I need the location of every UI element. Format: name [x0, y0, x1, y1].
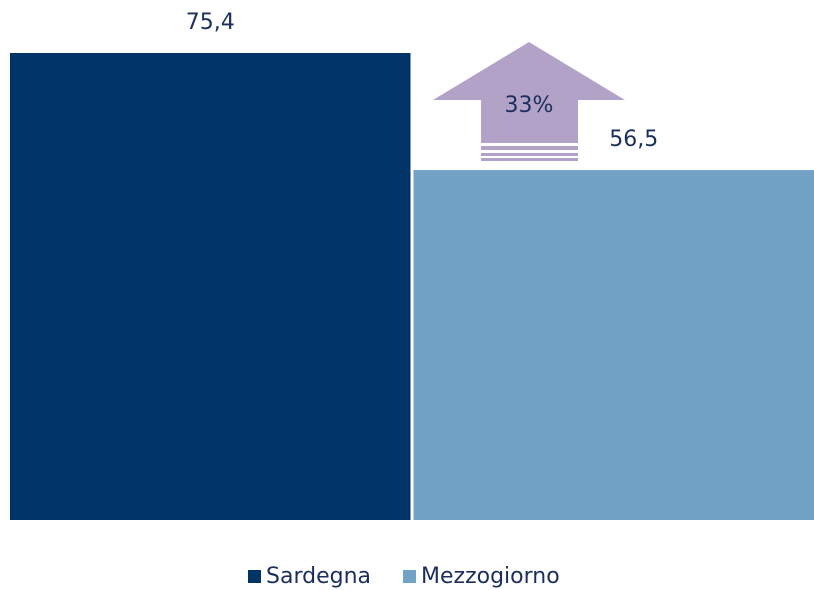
data-label: 75,4: [186, 10, 235, 35]
arrow-shape: [433, 42, 625, 143]
annotation: 33%: [505, 93, 554, 118]
bar: [413, 170, 814, 520]
bar: [10, 53, 411, 520]
legend-label: Sardegna: [266, 564, 371, 589]
legend-swatch: [403, 570, 416, 583]
arrow-stripe: [481, 158, 578, 161]
legend-swatch: [248, 570, 261, 583]
arrow-stripe: [481, 146, 578, 150]
legend-label: Mezzogiorno: [421, 564, 560, 589]
increase-arrow: 33%: [433, 42, 625, 161]
arrow-stripe: [481, 153, 578, 156]
data-label: 56,5: [609, 127, 658, 152]
